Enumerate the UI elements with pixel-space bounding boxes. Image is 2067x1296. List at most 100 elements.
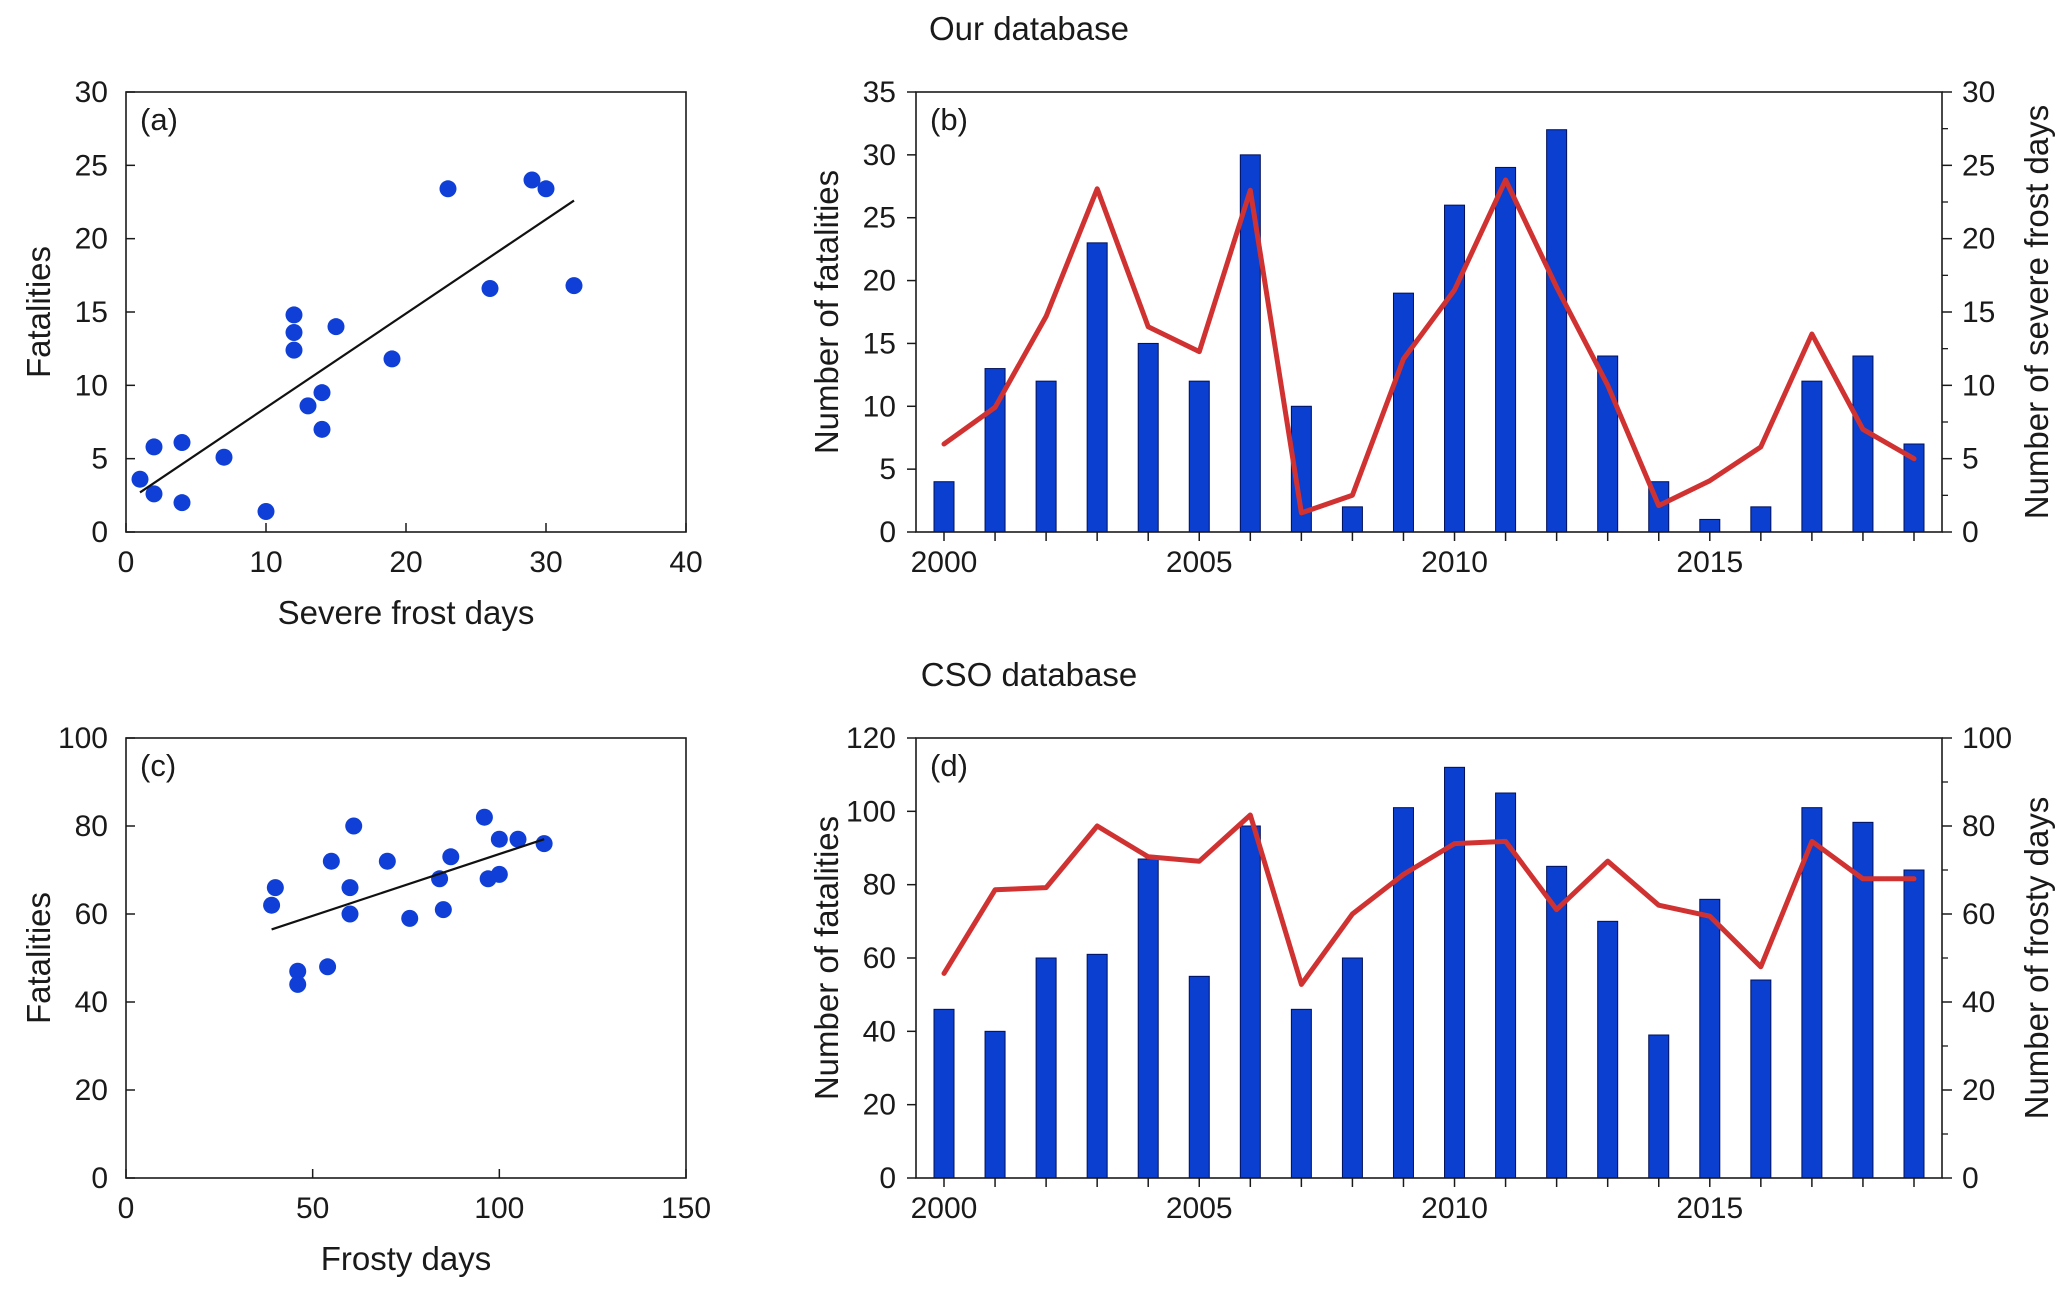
y-tick-label: 20 bbox=[75, 223, 108, 256]
y-axis-label: Fatalities bbox=[20, 892, 57, 1024]
data-point bbox=[289, 975, 307, 993]
bar bbox=[1188, 380, 1210, 533]
data-point bbox=[439, 180, 457, 198]
y-right-tick-label: 20 bbox=[1962, 1074, 1995, 1107]
bar bbox=[1137, 858, 1159, 1179]
chart-c: 0 50 100 150 0 20 40 60 80 100 (c) Frosty days Fatal… bbox=[20, 722, 711, 1277]
bar bbox=[1086, 242, 1108, 533]
y-tick-label: 25 bbox=[863, 202, 896, 235]
data-point bbox=[173, 434, 191, 452]
data-point bbox=[490, 830, 508, 848]
data-point bbox=[285, 341, 303, 359]
data-point bbox=[257, 502, 275, 520]
y-tick-label: 100 bbox=[58, 722, 108, 755]
bar bbox=[1392, 807, 1414, 1179]
series-line bbox=[941, 177, 1917, 516]
y-tick-label: 100 bbox=[846, 795, 896, 828]
data-point bbox=[535, 835, 553, 853]
series-line bbox=[941, 812, 1917, 987]
x-tick-label: 50 bbox=[296, 1192, 329, 1225]
y-right-tick-label: 0 bbox=[1962, 516, 1979, 549]
y-tick-label: 20 bbox=[863, 265, 896, 298]
data-point bbox=[481, 280, 499, 298]
x-tick-label: 2015 bbox=[1676, 1192, 1743, 1225]
bar bbox=[1546, 865, 1568, 1179]
bar bbox=[1086, 953, 1108, 1179]
bar bbox=[1188, 975, 1210, 1179]
bar bbox=[1546, 129, 1568, 533]
data-point bbox=[322, 852, 340, 870]
data-point bbox=[285, 306, 303, 324]
bar bbox=[1035, 957, 1057, 1179]
data-point bbox=[327, 318, 345, 336]
bar bbox=[1699, 898, 1721, 1179]
x-tick-label: 150 bbox=[661, 1192, 711, 1225]
panel-label: (b) bbox=[930, 102, 968, 137]
y-tick-label: 60 bbox=[75, 898, 108, 931]
data-point bbox=[266, 879, 284, 897]
y-right-tick-label: 60 bbox=[1962, 898, 1995, 931]
x-tick-label: 2000 bbox=[911, 1192, 978, 1225]
y-axis-label: Number of fatalities bbox=[808, 816, 845, 1100]
data-point bbox=[523, 171, 541, 189]
y-tick-label: 0 bbox=[879, 516, 896, 549]
chart-d: 2000 2005 2010 2015 0 20 40 60 80 100 120 0 20 40 60 80… bbox=[808, 656, 2055, 1225]
x-tick-label: 10 bbox=[249, 546, 282, 579]
bar bbox=[1903, 869, 1925, 1179]
y-right-tick-label: 20 bbox=[1962, 223, 1995, 256]
x-tick-label: 0 bbox=[118, 1192, 135, 1225]
bar bbox=[1341, 506, 1363, 533]
bar bbox=[1341, 957, 1363, 1179]
chart-title: Our database bbox=[929, 10, 1129, 47]
y-tick-label: 15 bbox=[863, 327, 896, 360]
y-tick-label: 40 bbox=[75, 986, 108, 1019]
data-point bbox=[173, 494, 191, 512]
y-right-tick-label: 10 bbox=[1962, 369, 1995, 402]
x-tick-label: 2005 bbox=[1166, 1192, 1233, 1225]
data-point bbox=[299, 397, 317, 415]
y-tick-label: 25 bbox=[75, 149, 108, 182]
bar bbox=[1035, 380, 1057, 533]
y-tick-label: 80 bbox=[863, 869, 896, 902]
bar bbox=[1750, 979, 1772, 1179]
data-point bbox=[145, 485, 163, 503]
plot-frame bbox=[915, 737, 1943, 1179]
bar bbox=[1495, 166, 1517, 533]
bar bbox=[1137, 342, 1159, 533]
x-axis-label: Severe frost days bbox=[278, 594, 535, 631]
x-axis-label: Frosty days bbox=[321, 1240, 492, 1277]
y-axis-right-label: Number of frosty days bbox=[2018, 797, 2055, 1120]
data-point bbox=[285, 324, 303, 342]
data-point bbox=[490, 865, 508, 883]
chart-title: CSO database bbox=[921, 656, 1137, 693]
data-point bbox=[319, 958, 337, 976]
data-point bbox=[313, 384, 331, 402]
data-point bbox=[131, 470, 149, 488]
bar bbox=[1852, 355, 1874, 533]
y-tick-label: 0 bbox=[879, 1162, 896, 1195]
y-tick-label: 120 bbox=[846, 722, 896, 755]
x-tick-label: 30 bbox=[529, 546, 562, 579]
plot-frame bbox=[125, 737, 687, 1179]
y-right-tick-label: 25 bbox=[1962, 149, 1995, 182]
data-point bbox=[565, 277, 583, 295]
y-right-tick-label: 15 bbox=[1962, 296, 1995, 329]
x-tick-label: 100 bbox=[474, 1192, 524, 1225]
data-point bbox=[537, 180, 555, 198]
y-axis-label: Fatalities bbox=[20, 246, 57, 378]
trend-line bbox=[139, 199, 575, 494]
x-tick-label: 2015 bbox=[1676, 546, 1743, 579]
chart-a: 0 10 20 30 40 0 5 10 15 20 25 30 (a) Severe frost day… bbox=[20, 76, 703, 631]
y-right-tick-label: 40 bbox=[1962, 986, 1995, 1019]
data-point bbox=[341, 905, 359, 923]
data-point bbox=[345, 817, 363, 835]
data-point bbox=[378, 852, 396, 870]
y-tick-label: 20 bbox=[863, 1089, 896, 1122]
y-axis-label: Number of fatalities bbox=[808, 170, 845, 454]
y-tick-label: 80 bbox=[75, 810, 108, 843]
bar bbox=[1648, 1034, 1670, 1179]
bar bbox=[933, 1008, 955, 1179]
bar bbox=[933, 481, 955, 533]
x-tick-label: 20 bbox=[389, 546, 422, 579]
